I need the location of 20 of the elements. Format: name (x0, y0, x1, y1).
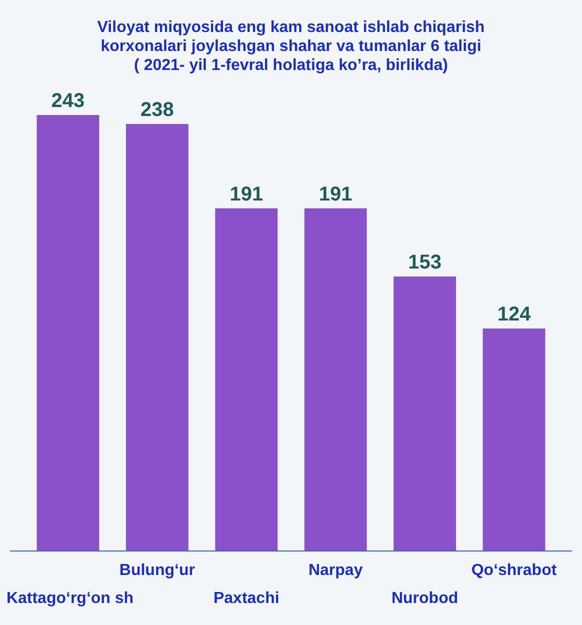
x-tick-label: Paxtachi (213, 590, 280, 607)
x-tick-label: Kattagoʻrgʻon sh (6, 590, 134, 607)
x-tick-label: Qoʻshrabot (471, 562, 558, 579)
data-label: 153 (408, 251, 442, 274)
x-tick-label: Nurobod (391, 590, 458, 607)
bar (36, 115, 100, 551)
x-tick-label: Bulungʻur (119, 562, 195, 579)
data-label: 124 (497, 304, 532, 326)
bar (482, 328, 546, 551)
bar (126, 124, 188, 551)
bar (304, 208, 367, 551)
data-label: 243 (51, 90, 85, 112)
data-label: 191 (230, 183, 264, 206)
data-label: 238 (140, 98, 174, 121)
chart-subtitle: ( 2021- yil 1-fevral holatiga koʼra, birlikda) (133, 56, 449, 75)
data-label: 191 (318, 183, 352, 206)
bar (215, 208, 278, 551)
bar (394, 276, 456, 551)
x-tick-label: Narpay (308, 562, 363, 579)
chart-title: Viloyat miqyosida eng kam sanoat ishlab chiqarish korxonalari joylashgan shahar va tumanlar 6 taligi (96, 18, 486, 56)
